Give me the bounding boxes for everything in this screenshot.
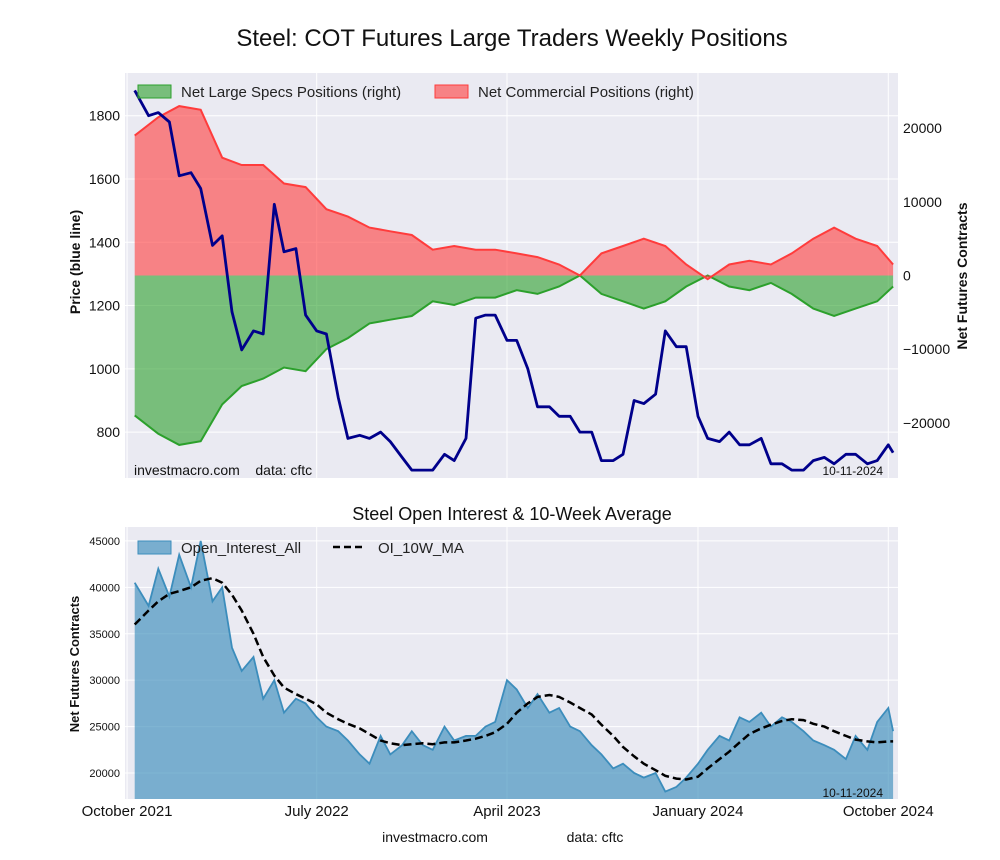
top-right-tick-label: 0 bbox=[903, 268, 911, 284]
commercial-area-layer bbox=[134, 105, 894, 281]
footer-site: investmacro.com bbox=[382, 829, 488, 845]
top-right-tick-label: 10000 bbox=[903, 194, 942, 210]
moving-average-line-layer bbox=[133, 576, 894, 781]
open-interest-chart: Steel Open Interest & 10-Week Average 20… bbox=[67, 504, 934, 820]
top-right-tick-label: −10000 bbox=[903, 341, 950, 357]
bottom-x-tick-label: January 2024 bbox=[653, 803, 744, 820]
top-left-axis-label: Price (blue line) bbox=[67, 210, 83, 314]
top-left-tick-label: 1000 bbox=[89, 361, 120, 377]
specs-line bbox=[134, 274, 894, 446]
bottom-left-tick-label: 35000 bbox=[89, 629, 120, 641]
bottom-left-tick-label: 25000 bbox=[89, 722, 120, 734]
page-title: Steel: COT Futures Large Traders Weekly … bbox=[236, 25, 787, 52]
bottom-chart-title: Steel Open Interest & 10-Week Average bbox=[352, 504, 672, 524]
open-interest-area bbox=[134, 540, 894, 799]
top-left-ticks: 800 1000 1200 1400 1600 1800 bbox=[89, 108, 120, 440]
bottom-left-tick-label: 20000 bbox=[89, 768, 120, 780]
top-left-tick-label: 800 bbox=[97, 424, 121, 440]
legend-swatch-specs bbox=[137, 84, 172, 99]
commercial-area bbox=[134, 106, 894, 280]
price-line bbox=[133, 89, 895, 472]
bottom-legend: Open_Interest_All OI_10W_MA bbox=[137, 540, 464, 557]
top-right-tick-label: 20000 bbox=[903, 120, 942, 136]
top-left-tick-label: 1200 bbox=[89, 298, 120, 314]
legend-label-open-interest: Open_Interest_All bbox=[181, 540, 301, 557]
positions-chart: 800 1000 1200 1400 1600 1800 −20000 −10000 0 100… bbox=[67, 73, 970, 478]
open-interest-area-layer bbox=[133, 540, 894, 799]
top-date-annotation: 10-11-2024 bbox=[823, 464, 884, 478]
top-right-ticks: −20000 −10000 0 10000 20000 bbox=[903, 120, 950, 431]
legend-label-specs: Net Large Specs Positions (right) bbox=[181, 84, 401, 101]
top-legend: Net Large Specs Positions (right) Net Co… bbox=[137, 84, 694, 101]
legend-swatch-open-interest bbox=[137, 540, 172, 555]
bottom-date-annotation: 10-11-2024 bbox=[823, 786, 884, 800]
top-watermark: investmacro.com data: cftc bbox=[134, 462, 312, 478]
top-left-tick-label: 1800 bbox=[89, 108, 120, 124]
bottom-left-axis-label: Net Futures Contracts bbox=[67, 596, 82, 733]
bottom-x-tick-label: October 2021 bbox=[82, 803, 173, 820]
bottom-x-ticks: October 2021 July 2022 April 2023 January 2… bbox=[82, 803, 934, 820]
top-left-tick-label: 1400 bbox=[89, 234, 120, 250]
footer-source: data: cftc bbox=[567, 829, 624, 845]
bottom-left-ticks: 20000 25000 30000 35000 40000 45000 bbox=[89, 536, 120, 780]
legend-label-moving-average: OI_10W_MA bbox=[378, 540, 464, 557]
commercial-line bbox=[134, 105, 894, 281]
bottom-left-tick-label: 40000 bbox=[89, 582, 120, 594]
specs-area-layer bbox=[134, 274, 894, 446]
open-interest-line bbox=[133, 540, 894, 793]
legend-label-commercial: Net Commercial Positions (right) bbox=[478, 84, 694, 101]
bottom-x-tick-label: October 2024 bbox=[843, 803, 934, 820]
top-left-tick-label: 1600 bbox=[89, 171, 120, 187]
top-right-tick-label: −20000 bbox=[903, 415, 950, 431]
legend-swatch-commercial bbox=[434, 84, 469, 99]
price-line-layer bbox=[133, 89, 895, 472]
bottom-left-tick-label: 30000 bbox=[89, 675, 120, 687]
specs-area bbox=[134, 275, 894, 445]
moving-average-line bbox=[133, 576, 894, 781]
bottom-left-tick-label: 45000 bbox=[89, 536, 120, 548]
bottom-x-tick-label: April 2023 bbox=[473, 803, 541, 820]
top-right-axis-label: Net Futures Contracts bbox=[954, 202, 970, 349]
bottom-x-tick-label: July 2022 bbox=[285, 803, 349, 820]
